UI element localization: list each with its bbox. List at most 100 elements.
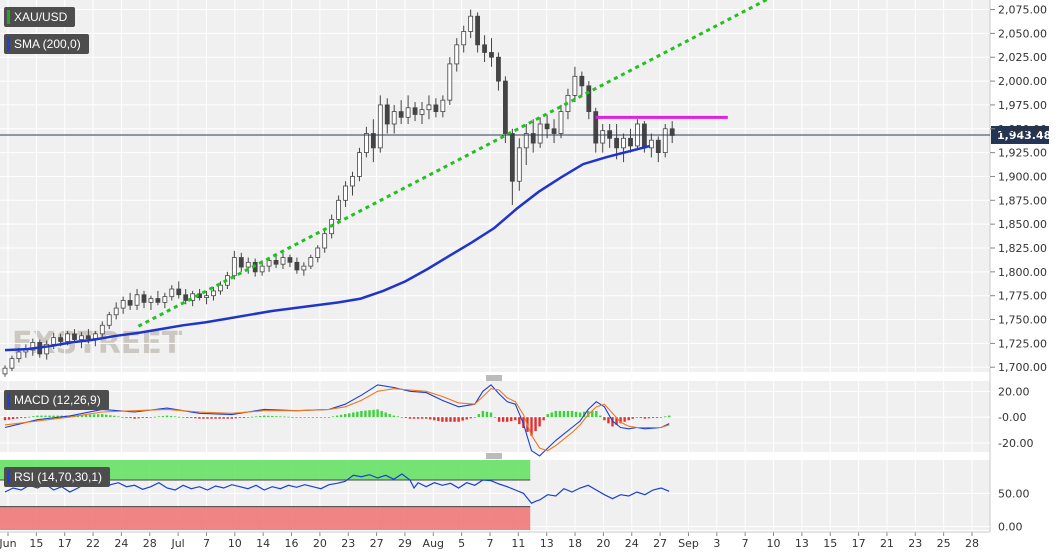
y-tick-label: 1,750.00 <box>998 314 1047 327</box>
y-tick-label: 1,775.00 <box>998 290 1047 303</box>
macd-histogram-bar <box>32 416 35 418</box>
y-tick-label: 1,825.00 <box>998 242 1047 255</box>
x-tick-label: Jul <box>170 537 184 550</box>
legend-label-sma: SMA (200,0) <box>14 37 81 51</box>
macd-histogram-bar <box>433 417 436 421</box>
candle-body <box>315 247 321 258</box>
macd-histogram-bar <box>299 417 302 418</box>
macd-histogram-bar <box>396 416 400 418</box>
candle-body <box>190 293 196 301</box>
candle-body <box>259 265 265 273</box>
candle-body <box>433 104 439 113</box>
candle-body <box>183 294 189 301</box>
macd-histogram-bar <box>263 415 266 418</box>
x-tick-label: 28 <box>965 537 979 550</box>
macd-histogram-bar <box>311 417 314 418</box>
macd-signal-line <box>4 388 670 452</box>
candle-body <box>454 44 460 65</box>
legend-swatch <box>7 37 10 51</box>
macd-histogram-bar <box>461 417 464 421</box>
candle-body <box>655 139 661 154</box>
macd-histogram-bar <box>425 417 428 419</box>
macd-histogram-bar <box>441 417 444 422</box>
candle-body <box>537 123 543 144</box>
macd-histogram-bar <box>420 417 424 419</box>
macd-histogram-bar <box>372 409 375 418</box>
macd-histogram-bar <box>331 416 335 418</box>
candle-body <box>231 257 237 277</box>
legend-swatch <box>7 10 10 24</box>
macd-histogram-bar <box>92 414 96 418</box>
macd-histogram-bar <box>186 417 189 418</box>
macd-histogram-bar <box>40 415 43 418</box>
macd-y-tick-label: 20.00 <box>998 385 1030 398</box>
macd-histogram-bar <box>173 416 177 418</box>
y-tick-label: 2,000.00 <box>998 75 1047 88</box>
x-tick-label: 11 <box>511 537 525 550</box>
x-tick-label: 27 <box>653 537 667 550</box>
macd-histogram-bar <box>380 410 383 418</box>
macd-histogram-bar <box>129 417 132 419</box>
rsi-y-tick-label: 50.00 <box>998 487 1030 500</box>
macd-histogram-bar <box>250 416 254 418</box>
legend-tag-macd[interactable]: MACD (12,26,9) <box>4 390 109 410</box>
candle-body <box>113 307 119 316</box>
macd-histogram-bar <box>113 415 116 418</box>
macd-histogram-bar <box>230 417 233 419</box>
macd-histogram-bar <box>344 414 347 418</box>
macd-histogram-bar <box>291 416 294 418</box>
macd-histogram-bar <box>639 417 643 418</box>
x-tick-label: 7 <box>742 537 749 550</box>
macd-histogram-bar <box>497 417 501 422</box>
macd-histogram-bar <box>177 416 181 418</box>
macd-histogram-bar <box>457 417 460 422</box>
macd-histogram-bar <box>453 417 456 422</box>
macd-histogram-bar <box>210 417 213 419</box>
macd-histogram-bar <box>101 414 104 418</box>
candle-body <box>294 261 300 271</box>
candle-body <box>669 128 675 136</box>
candle-body <box>426 104 432 111</box>
candle-body <box>642 123 647 149</box>
macd-histogram-bar <box>246 417 250 418</box>
macd-histogram-bar <box>190 417 193 418</box>
macd-histogram-bar <box>222 417 225 419</box>
macd-histogram-bar <box>360 410 363 418</box>
macd-histogram-bar <box>7 417 11 420</box>
candle-body <box>412 107 418 115</box>
macd-histogram-bar <box>315 417 319 418</box>
y-tick-label: 2,075.00 <box>998 4 1047 17</box>
candle-body <box>343 185 348 201</box>
legend-label-rsi: RSI (14,70,30,1) <box>14 470 103 484</box>
macd-histogram-bar <box>437 417 440 422</box>
x-tick-label: 21 <box>880 537 894 550</box>
macd-histogram-bar <box>615 417 618 425</box>
candle-body <box>551 128 557 134</box>
panel-splitter-bottom[interactable] <box>486 453 502 459</box>
legend-tag-sma[interactable]: SMA (200,0) <box>4 34 89 54</box>
macd-y-tick-label: -20.00 <box>998 437 1033 450</box>
candle-body <box>51 337 57 345</box>
candle-body <box>405 107 411 118</box>
macd-histogram-bar <box>44 415 47 418</box>
x-tick-label: Sep <box>678 537 699 550</box>
macd-histogram-bar <box>307 417 310 418</box>
macd-histogram-bar <box>356 411 359 418</box>
macd-histogram-bar <box>603 417 606 421</box>
candle-body <box>30 342 36 351</box>
legend-tag-xauusd[interactable]: XAU/USD <box>4 7 76 27</box>
macd-histogram-bar <box>48 415 51 418</box>
y-tick-label: 2,050.00 <box>998 27 1047 40</box>
candle-body <box>496 56 501 82</box>
candle-body <box>9 358 15 369</box>
macd-histogram-bar <box>400 417 404 418</box>
macd-histogram-bar <box>105 414 108 418</box>
macd-histogram-bar <box>295 417 298 418</box>
candle-body <box>245 261 251 268</box>
candle-body <box>544 123 550 130</box>
legend-tag-rsi[interactable]: RSI (14,70,30,1) <box>4 467 111 487</box>
panel-splitter-top[interactable] <box>486 375 502 381</box>
macd-histogram-bar <box>469 417 472 419</box>
macd-histogram-bar <box>283 416 286 418</box>
